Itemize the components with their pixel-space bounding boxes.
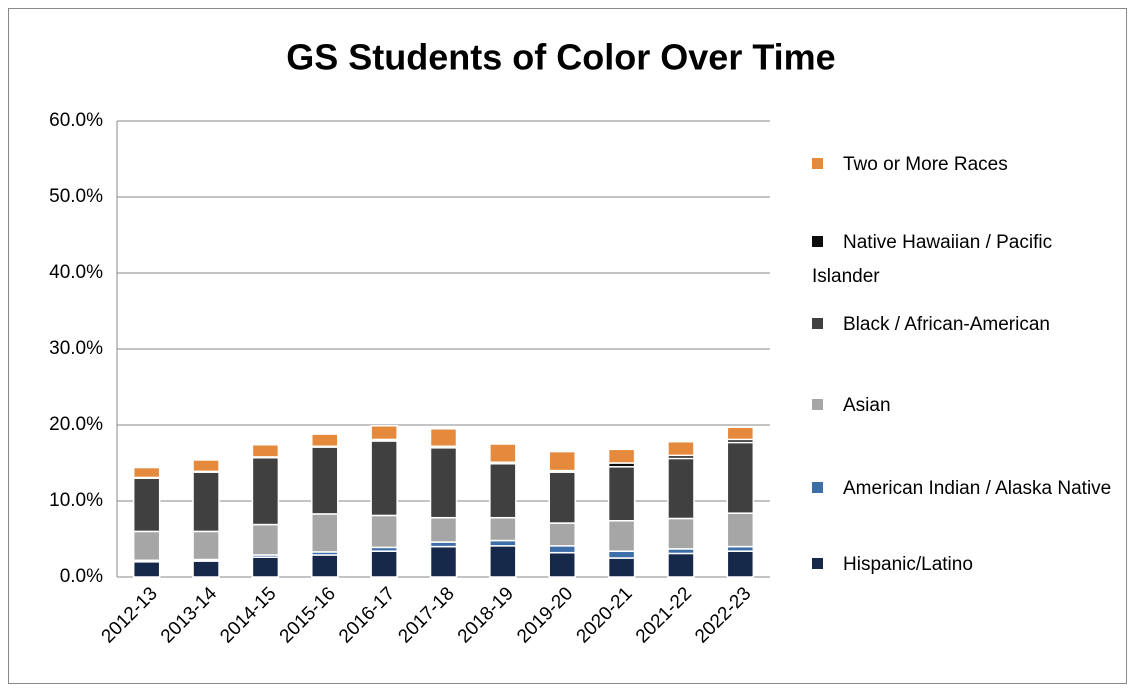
legend-swatch: [812, 399, 823, 410]
bar-segment: [192, 530, 220, 561]
y-tick-label: 10.0%: [49, 490, 103, 511]
bar-segment: [548, 522, 576, 547]
y-tick-label: 20.0%: [49, 414, 103, 435]
bar-segment: [192, 560, 220, 578]
bar-segment: [726, 426, 755, 441]
legend-entry: Black / African-American: [812, 308, 1122, 342]
x-tick-label: 2018-19: [454, 583, 518, 647]
y-tick-label: 40.0%: [49, 262, 103, 283]
x-tick-label: 2013-14: [157, 583, 221, 647]
legend-swatch: [812, 158, 823, 169]
x-tick-label: 2016-17: [335, 583, 399, 647]
legend-entry: Two or More Races: [812, 148, 1122, 182]
bar-segment: [489, 463, 517, 519]
x-tick-label: 2020-21: [573, 583, 637, 647]
bar-segment: [311, 446, 339, 515]
bar-segment: [607, 448, 636, 464]
bar-segment: [726, 550, 755, 578]
y-tick-label: 60.0%: [49, 110, 103, 131]
bar-segment: [548, 450, 576, 472]
bar-segment: [132, 466, 161, 479]
bar-segment: [311, 554, 339, 578]
legend-label: American Indian / Alaska Native: [843, 478, 1112, 499]
bar-segment: [548, 551, 576, 578]
bar-segment: [251, 444, 280, 458]
bar-segment: [370, 514, 398, 549]
bar-segment: [548, 545, 576, 554]
x-tick-label: 2014-15: [216, 583, 280, 647]
bar-segment: [370, 550, 398, 578]
bar-segment: [429, 516, 458, 543]
bar-segment: [429, 545, 458, 578]
chart-border: [8, 8, 1127, 684]
legend-entry: Native Hawaiian / Pacific Islander: [812, 226, 1122, 294]
bar-segment: [489, 443, 517, 463]
legend-label: Hispanic/Latino: [843, 554, 973, 575]
bar-segment: [726, 512, 755, 548]
bar-segment: [667, 517, 695, 550]
chart-title: GS Students of Color Over Time: [286, 37, 835, 78]
x-tick-label: 2021-22: [632, 583, 696, 647]
bar-segment: [192, 459, 220, 473]
legend-entry: American Indian / Alaska Native: [812, 472, 1122, 506]
bar-segment: [607, 466, 636, 522]
legend-swatch: [812, 482, 823, 493]
bar-segment: [726, 441, 755, 514]
bar-segment: [667, 440, 695, 457]
legend-entry: Hispanic/Latino: [812, 548, 1122, 582]
legend-label: Native Hawaiian / Pacific Islander: [812, 232, 1053, 287]
x-tick-label: 2019-20: [513, 583, 577, 647]
x-tick-label: 2022-23: [691, 583, 755, 647]
legend-label: Two or More Races: [843, 154, 1008, 175]
bar-segment: [251, 456, 280, 526]
bar-segment: [429, 428, 458, 448]
bar-segment: [251, 523, 280, 556]
bar-segment: [192, 471, 220, 533]
legend-entry: Asian: [812, 389, 1122, 423]
bar-segment: [132, 561, 161, 578]
legend-swatch: [812, 318, 823, 329]
bar-segment: [370, 425, 398, 441]
bar-segment: [311, 433, 339, 448]
y-tick-label: 30.0%: [49, 338, 103, 359]
bar-segment: [489, 516, 517, 542]
bar-segment: [311, 513, 339, 553]
y-tick-label: 0.0%: [60, 566, 103, 587]
y-tick-label: 50.0%: [49, 186, 103, 207]
bar-segment: [132, 530, 161, 562]
legend-label: Asian: [843, 395, 891, 416]
bar-segment: [489, 545, 517, 578]
legend-label: Black / African-American: [843, 314, 1050, 335]
x-tick-label: 2017-18: [394, 583, 458, 647]
bar-segment: [429, 447, 458, 519]
bar-segment: [667, 552, 695, 578]
legend-swatch: [812, 236, 823, 247]
bar-segment: [548, 471, 576, 524]
bar-segment: [607, 520, 636, 552]
bar-segment: [607, 557, 636, 578]
bar-segment: [370, 440, 398, 517]
x-tick-label: 2015-16: [276, 583, 340, 647]
bar-segment: [132, 477, 161, 533]
legend-swatch: [812, 558, 823, 569]
bar-segment: [607, 550, 636, 559]
x-tick-label: 2012-13: [98, 583, 162, 647]
bar-segment: [667, 457, 695, 520]
bar-segment: [489, 539, 517, 547]
bar-segment: [251, 556, 280, 578]
